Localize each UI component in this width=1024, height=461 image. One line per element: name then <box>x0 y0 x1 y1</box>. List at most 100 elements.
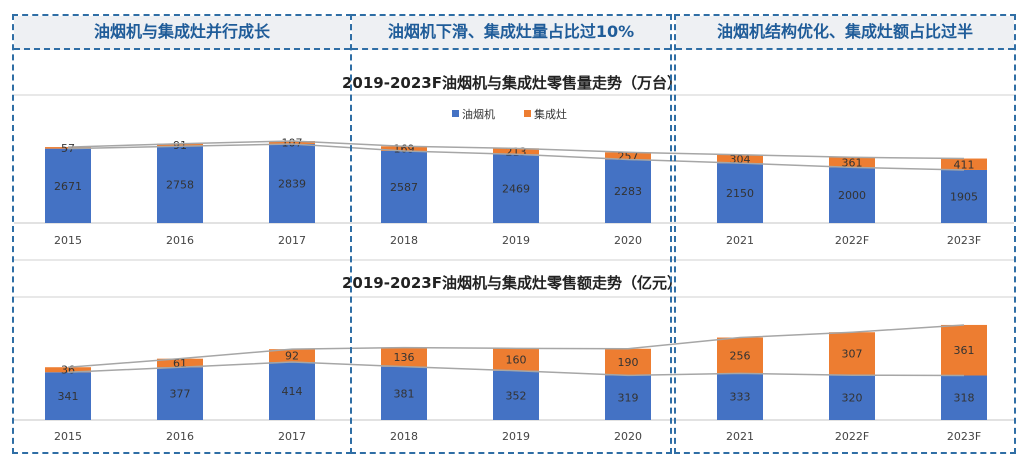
x-tick-label: 2017 <box>278 234 306 247</box>
data-label: 2283 <box>614 185 642 198</box>
data-label: 160 <box>506 354 527 367</box>
bar-range-hood <box>45 148 91 223</box>
bar-range-hood <box>493 370 539 420</box>
data-label: 190 <box>618 356 639 369</box>
data-label: 341 <box>58 390 79 403</box>
x-tick-label: 2018 <box>390 234 418 247</box>
bar-integrated-stove <box>269 349 315 363</box>
trend-line-total <box>67 324 965 368</box>
x-tick-label: 2018 <box>390 430 418 443</box>
panel-structure: 油烟机结构优化、集成灶额占比过半 <box>674 14 1016 454</box>
x-tick-label: 2016 <box>166 430 194 443</box>
panel-decline: 油烟机下滑、集成灶量占比过10% <box>350 14 672 454</box>
legend-swatch-range-hood <box>452 110 459 117</box>
x-tick-label: 2016 <box>166 234 194 247</box>
bar-integrated-stove <box>941 158 987 170</box>
x-tick-label: 2015 <box>54 430 82 443</box>
data-label: 377 <box>170 388 191 401</box>
data-label: 381 <box>394 387 415 400</box>
data-label: 414 <box>282 385 303 398</box>
legend-label: 集成灶 <box>534 107 567 121</box>
data-label: 319 <box>618 392 639 405</box>
data-label: 92 <box>285 350 299 363</box>
bar-range-hood <box>941 375 987 420</box>
bar-integrated-stove <box>717 154 763 164</box>
bar-range-hood <box>829 167 875 223</box>
data-label: 361 <box>842 156 863 169</box>
data-label: 411 <box>954 158 975 171</box>
bar-integrated-stove <box>157 358 203 368</box>
bar-integrated-stove <box>829 332 875 376</box>
data-label: 361 <box>954 344 975 357</box>
bar-range-hood <box>157 146 203 223</box>
x-tick-label: 2022F <box>835 234 869 247</box>
x-tick-label: 2017 <box>278 430 306 443</box>
data-label: 2150 <box>726 187 754 200</box>
bar-range-hood <box>605 159 651 223</box>
data-label: 2671 <box>54 180 82 193</box>
data-label: 318 <box>954 392 975 405</box>
panel-title: 油烟机下滑、集成灶量占比过10% <box>352 16 670 50</box>
data-label: 91 <box>173 139 187 152</box>
data-label: 256 <box>730 349 751 362</box>
data-label: 2000 <box>838 189 866 202</box>
trend-line-total <box>67 140 965 160</box>
bar-range-hood <box>941 169 987 223</box>
bar-integrated-stove <box>941 324 987 376</box>
panel-title: 油烟机结构优化、集成灶额占比过半 <box>676 16 1014 50</box>
panel-growth: 油烟机与集成灶并行成长 <box>12 14 352 454</box>
bar-range-hood <box>381 150 427 223</box>
data-label: 307 <box>842 348 863 361</box>
chart-title: 2019-2023F油烟机与集成灶零售额走势（亿元） <box>342 274 682 292</box>
bar-range-hood <box>45 372 91 420</box>
bar-range-hood <box>829 375 875 420</box>
trend-line-range-hood <box>67 143 965 171</box>
x-tick-label: 2015 <box>54 234 82 247</box>
bar-integrated-stove <box>157 143 203 147</box>
x-tick-label: 2021 <box>726 234 754 247</box>
bar-range-hood <box>717 163 763 223</box>
x-tick-label: 2019 <box>502 234 530 247</box>
bar-integrated-stove <box>493 348 539 371</box>
data-label: 320 <box>842 392 863 405</box>
bar-integrated-stove <box>829 157 875 168</box>
x-tick-label: 2023F <box>947 234 981 247</box>
bar-range-hood <box>157 367 203 420</box>
legend-swatch-integrated-stove <box>524 110 531 117</box>
trend-line-range-hood <box>67 361 965 377</box>
x-tick-label: 2020 <box>614 234 642 247</box>
chart-title: 2019-2023F油烟机与集成灶零售量走势（万台） <box>342 74 682 92</box>
bar-integrated-stove <box>381 146 427 151</box>
bar-range-hood <box>493 154 539 223</box>
bar-integrated-stove <box>717 337 763 374</box>
data-label: 2587 <box>390 181 418 194</box>
legend-label: 油烟机 <box>462 107 495 121</box>
bar-integrated-stove <box>605 152 651 160</box>
panel-title: 油烟机与集成灶并行成长 <box>14 16 350 50</box>
bar-range-hood <box>605 375 651 420</box>
x-tick-label: 2020 <box>614 430 642 443</box>
data-label: 107 <box>282 136 303 149</box>
bar-integrated-stove <box>493 148 539 155</box>
data-label: 333 <box>730 391 751 404</box>
bar-range-hood <box>717 373 763 420</box>
bar-integrated-stove <box>381 347 427 367</box>
data-label: 136 <box>394 351 415 364</box>
bar-range-hood <box>381 366 427 420</box>
x-tick-label: 2022F <box>835 430 869 443</box>
bar-range-hood <box>269 362 315 420</box>
bar-integrated-stove <box>45 367 91 373</box>
data-label: 352 <box>506 389 527 402</box>
x-tick-label: 2023F <box>947 430 981 443</box>
data-label: 2758 <box>166 179 194 192</box>
bar-integrated-stove <box>45 147 91 149</box>
x-tick-label: 2019 <box>502 430 530 443</box>
data-label: 1905 <box>950 190 978 203</box>
bar-integrated-stove <box>269 141 315 144</box>
bar-range-hood <box>269 143 315 223</box>
x-tick-label: 2021 <box>726 430 754 443</box>
bar-integrated-stove <box>605 348 651 376</box>
data-label: 2469 <box>502 183 530 196</box>
data-label: 2839 <box>278 177 306 190</box>
